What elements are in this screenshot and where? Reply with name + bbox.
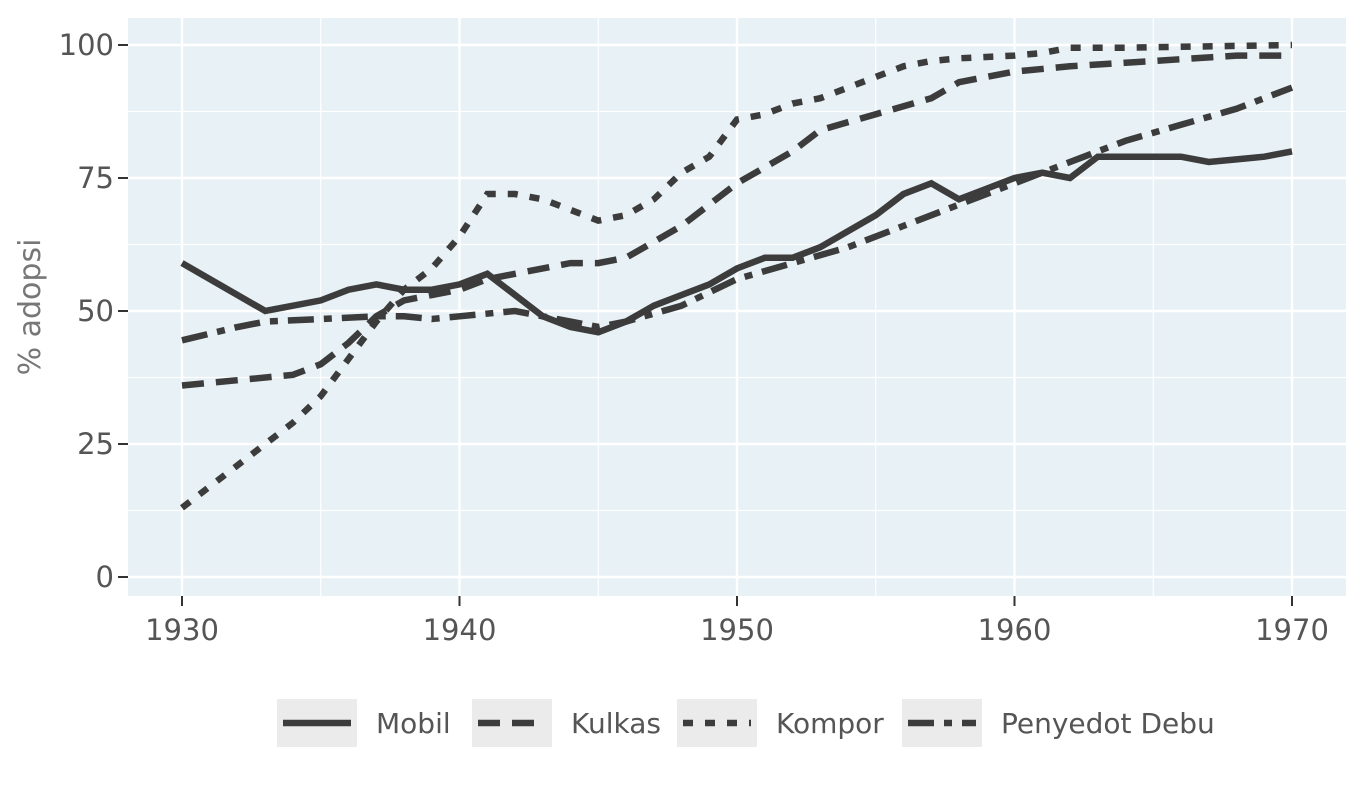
legend-label: Penyedot Debu <box>1001 707 1215 740</box>
series-kulkas <box>181 52 1292 389</box>
legend-item[interactable]: Penyedot Debu <box>902 699 1215 747</box>
x-tick-label: 1960 <box>978 613 1052 647</box>
x-tick-label: 1930 <box>145 613 219 647</box>
legend-item[interactable]: Kulkas <box>472 699 661 747</box>
y-tick-label: 50 <box>77 294 114 328</box>
series-mobil <box>180 148 1293 336</box>
series-line <box>181 84 1294 344</box>
legend-label: Kulkas <box>571 707 661 740</box>
legend-label: Mobil <box>376 707 451 740</box>
series-lines <box>180 41 1294 511</box>
y-tick-label: 75 <box>77 161 114 195</box>
axis-ticks: 0 25 50 75 100 1930 1940 1950 1960 1970 <box>59 28 1329 647</box>
grid-lines <box>128 18 1346 596</box>
y-tick-label: 0 <box>96 560 114 594</box>
x-tick-label: 1950 <box>700 613 774 647</box>
y-axis-label: % adopsi <box>13 239 48 376</box>
y-tick-label: 100 <box>59 28 114 62</box>
y-tick-label: 25 <box>77 427 114 461</box>
series-line <box>180 148 1293 336</box>
legend-item[interactable]: Mobil <box>277 699 451 747</box>
legend-item[interactable]: Kompor <box>677 699 884 747</box>
series-line <box>181 52 1292 389</box>
series-penyedot-debu <box>181 84 1294 344</box>
legend[interactable]: Mobil Kulkas Kompor Penyedot Debu <box>277 699 1215 747</box>
legend-label: Kompor <box>776 707 884 740</box>
x-tick-label: 1970 <box>1255 613 1329 647</box>
x-tick-label: 1940 <box>423 613 497 647</box>
